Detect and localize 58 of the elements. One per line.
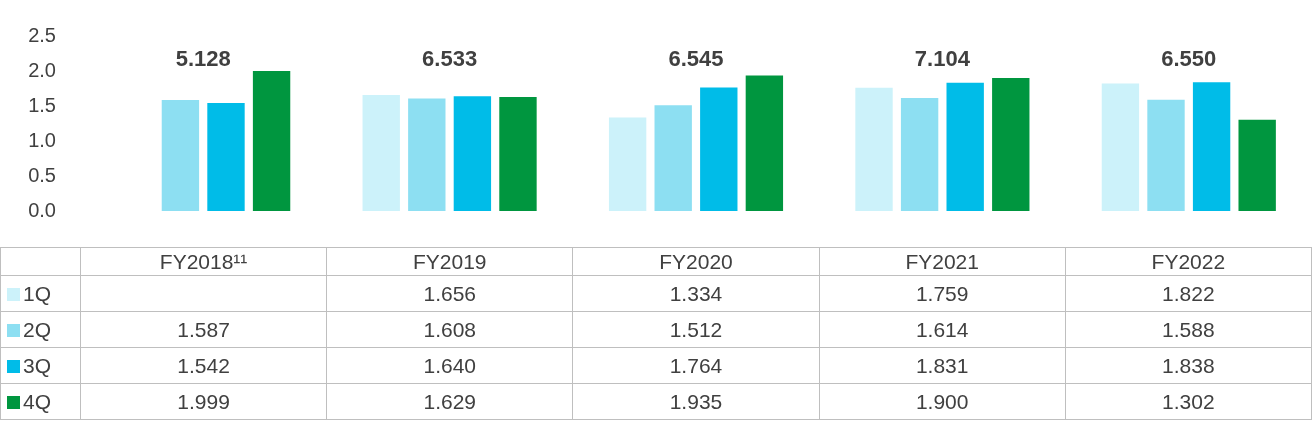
data-label: 1.656 (326, 275, 573, 312)
y-tick-label: 1.5 (28, 93, 56, 116)
bar (654, 105, 692, 211)
data-label: 1.302 (1065, 383, 1312, 420)
data-label: 1.334 (572, 275, 820, 312)
bar (499, 96, 537, 211)
y-tick-label: 2.5 (28, 23, 56, 46)
x-tick-label: FY2021 (819, 247, 1066, 276)
y-tick-label: 0.5 (28, 163, 56, 186)
legend-label: 2Q (0, 311, 81, 348)
bar (453, 96, 492, 211)
bar (1101, 83, 1140, 211)
data-label: 1.900 (819, 383, 1066, 420)
legend-label: 4Q (0, 383, 81, 420)
data-label: 1.999 (80, 383, 327, 420)
data-label: 1.512 (572, 311, 820, 348)
data-label: 1.542 (80, 347, 327, 384)
legend-label: 3Q (0, 347, 81, 384)
data-label: 1.838 (1065, 347, 1312, 384)
data-label: 1.608 (326, 311, 573, 348)
data-label: 1.764 (572, 347, 820, 384)
y-tick-label: 1.0 (28, 128, 56, 151)
data-label: 1.629 (326, 383, 573, 420)
bar (745, 75, 784, 211)
data-label: 1.822 (1065, 275, 1312, 312)
data-label: 1.640 (326, 347, 573, 384)
bar (992, 78, 1030, 211)
data-label: 1.588 (1065, 311, 1312, 348)
data-label: 1.614 (819, 311, 1066, 348)
total-label: 6.550 (1161, 46, 1217, 72)
x-tick-label: FY2022 (1065, 247, 1312, 276)
y-tick-label: 2.0 (28, 58, 56, 81)
x-tick-label: FY2018¹¹ (80, 247, 327, 276)
data-label: 1.587 (80, 311, 327, 348)
total-label: 6.545 (668, 46, 724, 72)
bar (207, 103, 245, 211)
bar (946, 82, 984, 211)
bar (362, 95, 400, 211)
x-tick-label: FY2020 (572, 247, 820, 276)
bar (700, 87, 738, 211)
total-label: 5.128 (175, 46, 231, 72)
total-label: 6.533 (422, 46, 478, 72)
data-label: 1.831 (819, 347, 1066, 384)
bar (161, 99, 200, 211)
bar (855, 87, 893, 211)
bar (1238, 119, 1276, 211)
data-label: 1.759 (819, 275, 1066, 312)
bar (1147, 99, 1185, 211)
legend-label: 1Q (0, 275, 81, 312)
bar (252, 71, 291, 211)
total-label: 7.104 (914, 46, 971, 72)
bar (408, 98, 446, 211)
bar (608, 117, 647, 211)
x-tick-label: FY2019 (326, 247, 573, 276)
data-label: 1.935 (572, 383, 820, 420)
bar (1192, 82, 1231, 211)
y-tick-label: 0.0 (28, 198, 56, 221)
bar (900, 98, 939, 211)
